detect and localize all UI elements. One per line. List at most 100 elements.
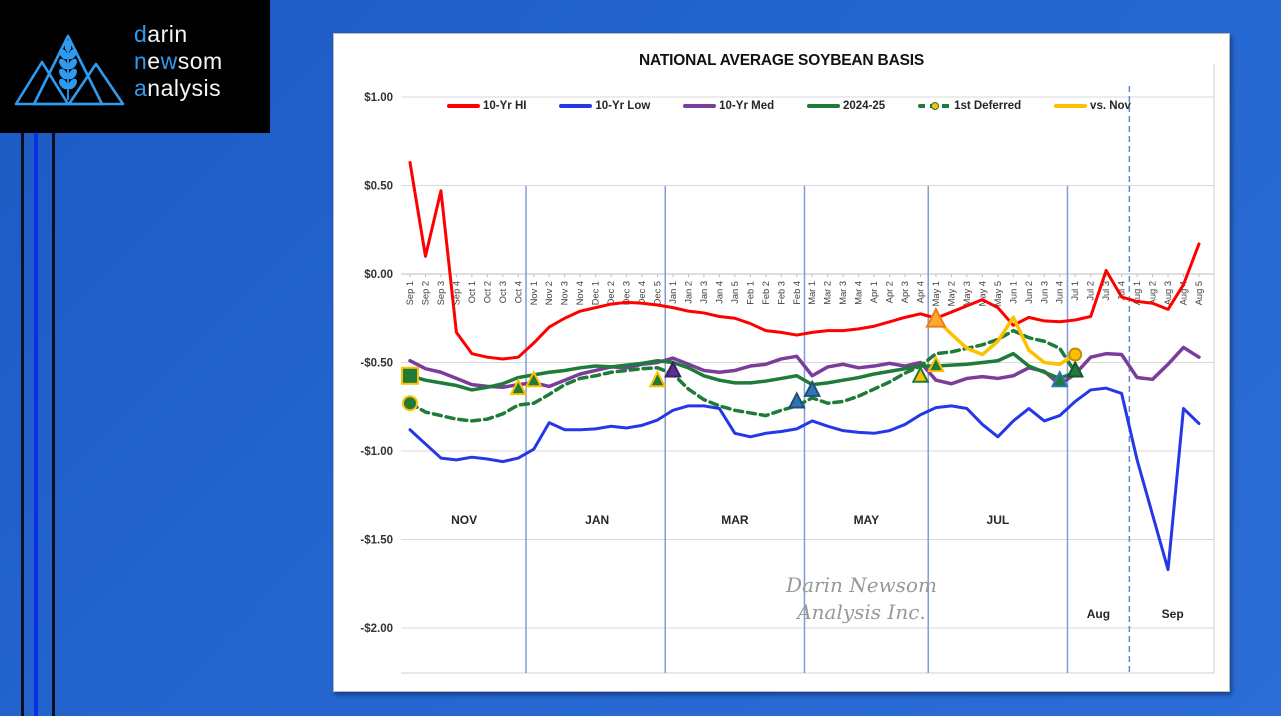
x-axis-label: Oct 4 [513,281,523,303]
dna-logo: darin newsom analysis [0,0,270,133]
x-axis-label: Jul 4 [1117,281,1127,301]
series-10-yr-hi [408,160,1201,361]
x-axis-label: Aug 2 [1148,281,1158,305]
x-axis-label: Jul 2 [1086,281,1096,301]
x-axis-label: Nov 1 [529,281,539,305]
watermark: Darin Newsom Analysis Inc. [734,572,989,626]
triangle-marker [1050,370,1069,388]
chart-title: NATIONAL AVERAGE SOYBEAN BASIS [638,52,925,69]
x-axis-label: May 3 [962,281,972,306]
triangle-marker [509,377,528,396]
triangle-marker [648,370,667,388]
legend-item-2024-25: 2024-25 [806,100,885,112]
x-axis-label: Oct 2 [482,281,492,303]
x-axis-label: Jan 5 [730,281,740,304]
x-axis-label: Nov 4 [575,281,585,305]
x-axis-label: Mar 4 [854,281,864,305]
soybean-basis-chart-window: NATIONAL AVERAGE SOYBEAN BASIS 10-Yr HI 1… [333,33,1230,692]
x-axis-label: Jun 3 [1039,281,1049,304]
series-vs-nov [934,315,1077,367]
x-axis-label: Apr 3 [900,281,910,303]
x-axis-label: Dec 3 [622,281,632,305]
x-axis-label: Sep 1 [405,281,415,305]
triangle-marker [911,365,930,383]
x-axis-label: Oct 3 [498,281,508,303]
x-axis-label: May 1 [931,281,941,306]
mountain-wheat-icon [14,34,125,106]
x-axis-label: Feb 1 [745,281,755,305]
x-axis-label: Jun 1 [1008,281,1018,304]
legend-line-icon [447,104,480,108]
month-label: MAY [854,513,880,527]
logo-letter: a [134,75,148,101]
triangle-marker [925,306,947,328]
series-10-yr-low [408,386,1201,572]
y-axis-label: -$0.50 [360,358,393,370]
legend-label: 10-Yr Low [595,100,651,112]
x-axis-label: Dec 1 [591,281,601,305]
x-axis-label: Aug 3 [1163,281,1173,305]
triangle-marker [664,360,682,378]
y-axis-label: $1.00 [364,92,393,104]
logo-letter: nalysis [147,75,222,101]
logo-letter: arin [147,21,188,47]
plot-area: $1.00 $0.50 $0.00 -$0.50 -$1.00 -$1.50 -$2.00 S… [360,64,1215,674]
x-axis-label: Jul 1 [1070,281,1080,301]
legend-label: 10-Yr Med [719,100,775,112]
x-axis-label: Mar 3 [838,281,848,305]
x-axis-label: Jan 4 [714,281,724,304]
x-axis-label: Aug 4 [1179,281,1189,305]
x-axis-label: May 4 [977,281,987,306]
x-axis-label: Aug 5 [1194,281,1204,305]
triangle-marker [1066,360,1085,378]
desktop-stripe [34,133,38,716]
x-axis-label: Sep 2 [420,281,430,305]
month-label: JUL [987,513,1010,527]
chart-legend: 10-Yr HI 10-Yr Low 10-Yr Med 2024-25 1st Def… [447,97,1131,115]
x-axis-label: Jun 2 [1024,281,1034,304]
y-axis-label: -$1.50 [360,535,393,547]
legend-line-icon [683,104,717,108]
x-axis-label: May 5 [993,281,1003,306]
desktop-stripe [52,133,55,716]
watermark-line1: Darin Newsom [786,573,937,597]
x-axis-label: Jan 1 [668,281,678,304]
x-axis-label: Dec 2 [606,281,616,305]
legend-line-icon [1054,104,1088,108]
legend-item-1st-deferred: 1st Deferred [918,100,1021,112]
y-axis-label: $0.00 [364,269,393,281]
month-label: JAN [585,513,609,527]
x-axis-label: Nov 2 [544,281,554,305]
series-10-yr-med [408,345,1201,390]
legend-label: 1st Deferred [954,100,1022,112]
logo-wordmark: darin newsom analysis [134,21,223,102]
square-marker [401,366,419,385]
x-axis-label: Sep 3 [436,281,446,305]
circle-marker [1068,347,1083,362]
y-axis-label: $0.50 [364,181,393,193]
series-1st-deferred [408,328,1077,423]
triangle-marker [524,370,543,388]
x-axis-label: Jan 3 [699,281,709,304]
logo-letter: e [147,48,161,74]
legend-item-10-yr-hi: 10-Yr HI [447,100,526,112]
x-axis-label: Aug 1 [1132,281,1142,305]
x-axis-label: Jul 3 [1101,281,1111,301]
x-axis-label: Mar 2 [823,281,833,305]
triangle-marker [787,391,806,409]
triangle-marker [803,379,822,397]
legend-label: 10-Yr HI [483,100,527,112]
legend-line-icon [559,104,593,108]
x-axis-label: Nov 3 [560,281,570,305]
legend-item-vs-nov: vs. Nov [1054,100,1131,112]
month-label: Aug [1087,607,1110,621]
x-axis-label: Jun 4 [1055,281,1065,304]
y-axis-label: -$1.00 [360,446,393,458]
month-label: NOV [451,513,477,527]
legend-line-icon [918,101,952,110]
legend-label: vs. Nov [1090,100,1131,112]
logo-letter: d [134,21,148,47]
x-axis-label: Dec 4 [637,281,647,305]
logo-letter: w [160,48,178,74]
